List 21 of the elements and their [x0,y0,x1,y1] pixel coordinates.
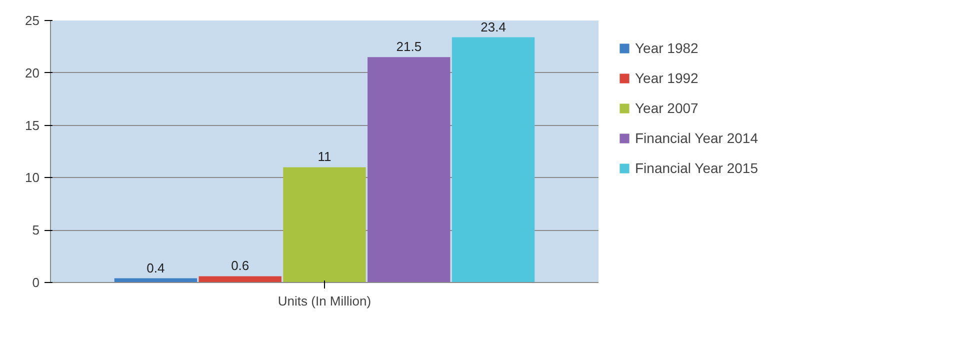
bar [198,276,282,282]
data-label: 21.5 [396,39,422,54]
legend-label: Year 1982 [635,40,700,56]
data-label: 23.4 [480,19,506,34]
y-tick-label: 20 [25,65,40,80]
y-tick-label: 5 [32,222,40,238]
legend-label: Year 1992 [635,70,700,86]
y-tick-label: 10 [25,170,40,186]
bar [283,167,366,282]
bar [368,57,450,282]
y-tick-label: 15 [25,118,40,133]
legend-label: Financial Year 2014 [635,130,759,146]
legend-label: Year 2007 [635,100,700,116]
y-tick-label: 25 [25,13,40,28]
data-label: 11 [318,149,332,164]
legend-label: Financial Year 2015 [635,160,759,176]
bar [452,37,535,282]
y-tick-label: 0 [32,275,40,290]
data-label: 0.6 [231,258,250,274]
data-label: 0.4 [146,260,165,276]
x-tick-label: Units (In Million) [278,294,372,308]
